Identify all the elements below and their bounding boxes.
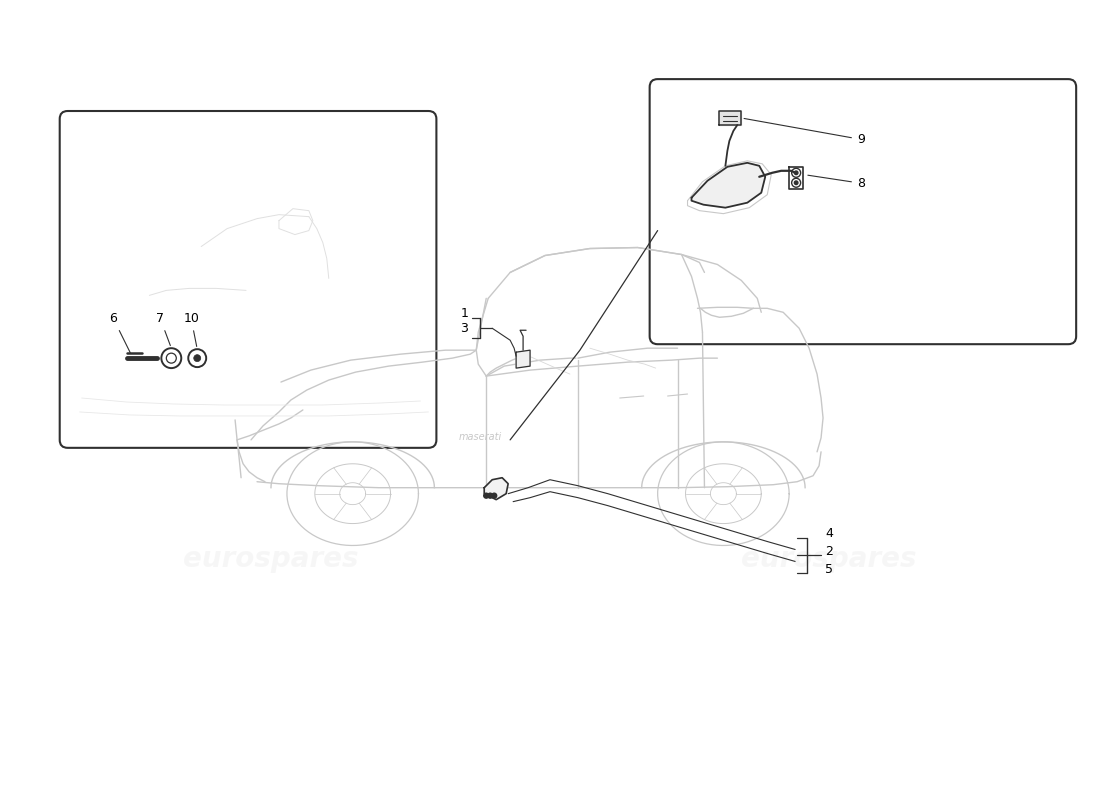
Text: 2: 2 bbox=[825, 545, 833, 558]
Text: 3: 3 bbox=[461, 322, 469, 334]
Text: 10: 10 bbox=[184, 312, 199, 346]
Text: 7: 7 bbox=[156, 312, 170, 346]
FancyBboxPatch shape bbox=[650, 79, 1076, 344]
Text: eurospares: eurospares bbox=[164, 254, 296, 274]
FancyBboxPatch shape bbox=[59, 111, 437, 448]
Circle shape bbox=[194, 354, 200, 362]
Text: 6: 6 bbox=[110, 312, 130, 353]
Circle shape bbox=[492, 493, 497, 498]
Text: eurospares: eurospares bbox=[184, 546, 359, 574]
Polygon shape bbox=[516, 350, 530, 368]
Polygon shape bbox=[719, 111, 741, 125]
Circle shape bbox=[487, 493, 493, 498]
Text: eurospares: eurospares bbox=[741, 546, 916, 574]
Circle shape bbox=[794, 181, 797, 185]
Polygon shape bbox=[484, 478, 508, 500]
Text: 5: 5 bbox=[825, 563, 833, 576]
Text: 1: 1 bbox=[461, 307, 469, 320]
Text: eurospares: eurospares bbox=[741, 206, 916, 234]
Polygon shape bbox=[692, 163, 766, 208]
Text: 9: 9 bbox=[744, 118, 865, 146]
Text: eurospares: eurospares bbox=[777, 197, 909, 217]
Circle shape bbox=[484, 493, 488, 498]
Text: 8: 8 bbox=[807, 175, 865, 190]
Text: 4: 4 bbox=[825, 527, 833, 540]
Text: maserati: maserati bbox=[459, 432, 502, 442]
Circle shape bbox=[794, 171, 797, 174]
Text: eurospares: eurospares bbox=[184, 206, 359, 234]
